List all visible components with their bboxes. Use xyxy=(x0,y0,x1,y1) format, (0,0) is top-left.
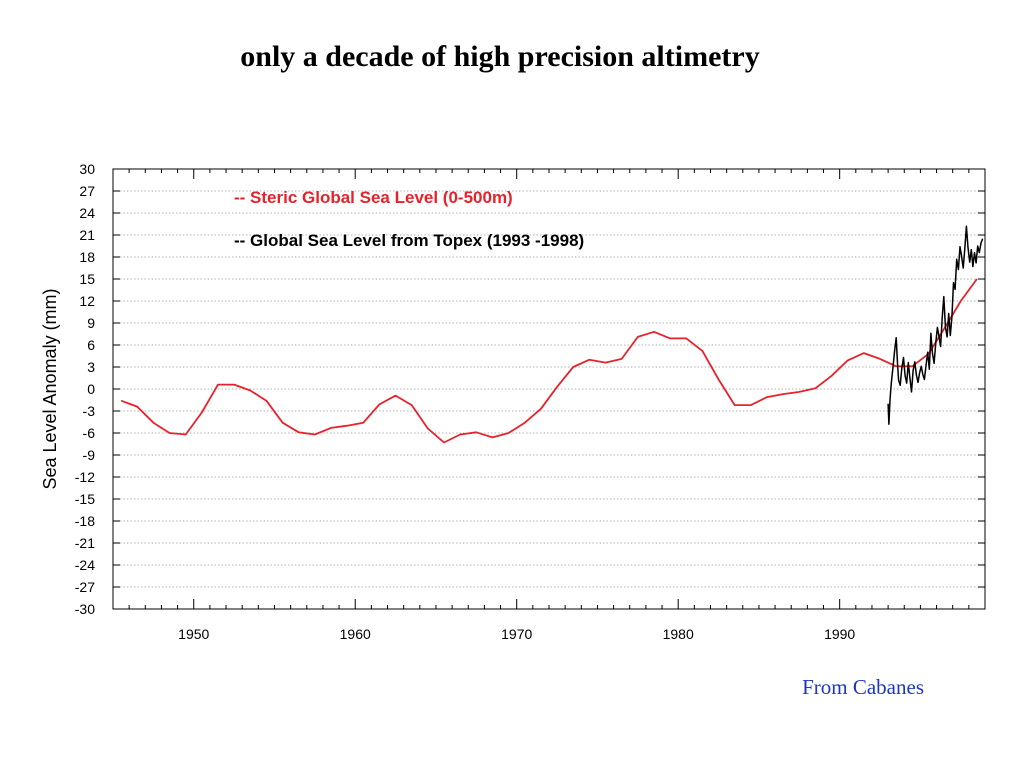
y-tick-label: 15 xyxy=(79,271,95,287)
y-tick-label: -12 xyxy=(75,469,95,485)
axis-ticks xyxy=(113,168,985,610)
y-tick-label: -24 xyxy=(75,557,95,573)
y-tick-label: -27 xyxy=(75,579,95,595)
x-tick-labels: 1950 1960 1970 1980 1990 xyxy=(178,626,855,642)
x-tick-label: 1950 xyxy=(178,626,209,642)
y-tick-label: -30 xyxy=(75,601,95,617)
y-tick-label: 30 xyxy=(79,161,95,177)
series-lines xyxy=(120,225,984,444)
legend: -- Steric Global Sea Level (0-500m) -- G… xyxy=(234,188,584,250)
y-tick-label: -18 xyxy=(75,513,95,529)
y-tick-labels: 302724211815129630-3-6-9-12-15-18-21-24-… xyxy=(75,161,95,617)
y-tick-label: -15 xyxy=(75,491,95,507)
y-axis-label: Sea Level Anomaly (mm) xyxy=(40,288,60,489)
y-tick-label: 9 xyxy=(87,315,95,331)
y-tick-label: -3 xyxy=(83,403,96,419)
y-tick-label: -21 xyxy=(75,535,95,551)
y-tick-label: 6 xyxy=(87,337,95,353)
y-tick-label: 12 xyxy=(79,293,95,309)
slide-title: only a decade of high precision altimetr… xyxy=(240,40,760,73)
y-tick-label: 21 xyxy=(79,227,95,243)
y-tick-label: -6 xyxy=(83,425,96,441)
y-tick-label: 27 xyxy=(79,183,95,199)
series-topex-line xyxy=(887,225,984,425)
series-steric-line xyxy=(120,278,978,444)
y-tick-label: 3 xyxy=(87,359,95,375)
y-tick-label: 0 xyxy=(87,381,95,397)
legend-steric: -- Steric Global Sea Level (0-500m) xyxy=(234,188,513,207)
y-tick-label: -9 xyxy=(83,447,96,463)
x-tick-label: 1990 xyxy=(824,626,855,642)
y-tick-label: 18 xyxy=(79,249,95,265)
y-tick-label: 24 xyxy=(79,205,95,221)
x-tick-label: 1960 xyxy=(340,626,371,642)
x-tick-label: 1970 xyxy=(501,626,532,642)
legend-topex: -- Global Sea Level from Topex (1993 -19… xyxy=(234,231,584,250)
credit-text: From Cabanes xyxy=(802,675,924,699)
x-tick-label: 1980 xyxy=(663,626,694,642)
